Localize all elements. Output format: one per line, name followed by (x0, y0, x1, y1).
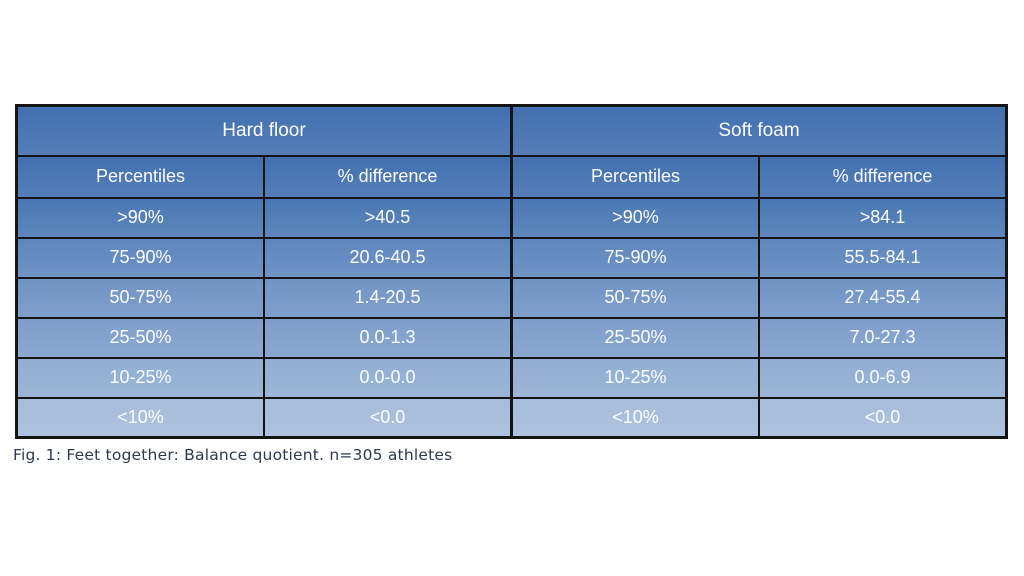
table-cell: <10% (510, 396, 760, 439)
balance-quotient-table: Hard floor Soft foam Percentiles % diffe… (15, 104, 1008, 439)
table-cell: <0.0 (758, 396, 1008, 439)
column-header-row: Percentiles % difference Percentiles % d… (15, 154, 1008, 199)
table-body: >90% >40.5 >90% >84.1 75-90% 20.6-40.5 7… (15, 196, 1008, 439)
table-header: Hard floor Soft foam Percentiles % diffe… (15, 104, 1008, 199)
table-row: 75-90% 20.6-40.5 75-90% 55.5-84.1 (15, 236, 1008, 279)
table-cell: 27.4-55.4 (758, 276, 1008, 319)
table-cell: 50-75% (15, 276, 265, 319)
table-cell: 55.5-84.1 (758, 236, 1008, 279)
surface-group-row: Hard floor Soft foam (15, 104, 1008, 157)
table-cell: 25-50% (510, 316, 760, 359)
group-header-soft-foam: Soft foam (510, 104, 1008, 157)
table-cell: >84.1 (758, 196, 1008, 239)
table-cell: >90% (510, 196, 760, 239)
column-header-difference-hard: % difference (263, 154, 513, 199)
table-cell: 10-25% (15, 356, 265, 399)
group-header-hard-floor: Hard floor (15, 104, 513, 157)
table-row: 50-75% 1.4-20.5 50-75% 27.4-55.4 (15, 276, 1008, 319)
table-row: 10-25% 0.0-0.0 10-25% 0.0-6.9 (15, 356, 1008, 399)
column-header-percentiles-hard: Percentiles (15, 154, 265, 199)
column-header-percentiles-soft: Percentiles (510, 154, 760, 199)
table-cell: 10-25% (510, 356, 760, 399)
table-cell: 1.4-20.5 (263, 276, 513, 319)
table-cell: 20.6-40.5 (263, 236, 513, 279)
table-cell: <10% (15, 396, 265, 439)
table-cell: 25-50% (15, 316, 265, 359)
table-row: <10% <0.0 <10% <0.0 (15, 396, 1008, 439)
table-cell: 0.0-6.9 (758, 356, 1008, 399)
table-cell: 50-75% (510, 276, 760, 319)
table-cell: >40.5 (263, 196, 513, 239)
table-cell: 7.0-27.3 (758, 316, 1008, 359)
column-header-difference-soft: % difference (758, 154, 1008, 199)
table-cell: >90% (15, 196, 265, 239)
table-row: 25-50% 0.0-1.3 25-50% 7.0-27.3 (15, 316, 1008, 359)
figure-caption: Fig. 1: Feet together: Balance quotient.… (13, 446, 453, 464)
table-cell: 75-90% (15, 236, 265, 279)
table-cell: 0.0-0.0 (263, 356, 513, 399)
table-cell: 0.0-1.3 (263, 316, 513, 359)
table-cell: <0.0 (263, 396, 513, 439)
table-row: >90% >40.5 >90% >84.1 (15, 196, 1008, 239)
table-cell: 75-90% (510, 236, 760, 279)
